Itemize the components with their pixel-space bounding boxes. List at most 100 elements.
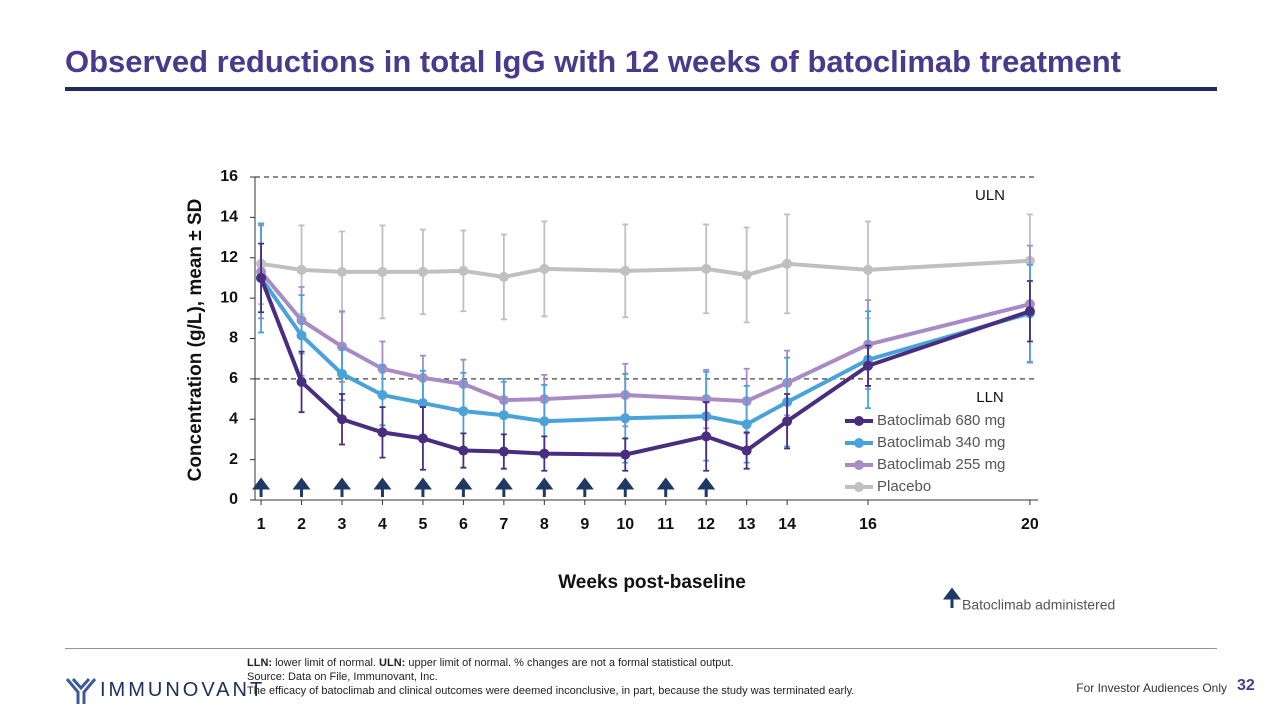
footnote-source: Source: Data on File, Immunovant, Inc. [247,671,438,683]
y-tick-label: 10 [220,289,238,306]
dosing-arrow [333,477,351,497]
data-point [417,398,428,409]
data-point [256,272,267,283]
y-tick-label: 2 [229,451,238,468]
dosing-arrow [454,477,473,497]
x-tick-label: 5 [418,516,427,533]
reference-label: LLN [976,389,1004,406]
data-point [498,446,509,457]
footnote-line: LLN: lower limit of normal. ULN: upper l… [247,656,854,670]
dosing-legend-label: Batoclimab administered [962,597,1115,613]
footnote-text: upper limit of normal. % changes are not… [408,657,734,669]
series-line [259,270,1031,404]
footnotes: LLN: lower limit of normal. ULN: upper l… [247,656,854,698]
disclaimer: For Investor Audiences Only [1076,681,1227,695]
data-point [377,390,388,401]
data-point [337,368,347,379]
footnote-term: LLN: [247,657,273,669]
dosing-arrow [616,477,635,497]
data-point [498,271,509,282]
series-line [259,276,1031,427]
x-tick-label: 20 [1021,516,1039,533]
dosing-arrow [413,477,432,497]
dosing-arrow [252,477,271,497]
data-point [620,265,631,276]
data-point [539,263,550,274]
logo: IMMUNOVANT [100,679,266,701]
dosing-arrow [697,477,716,497]
footer-rule [65,648,1217,649]
data-point [296,330,307,341]
data-point [296,264,307,275]
legend-label: Batoclimab 340 mg [877,434,1005,451]
data-point [539,448,550,459]
legend-label: Batoclimab 680 mg [877,412,1005,429]
dosing-arrow [292,477,311,497]
x-tick-label: 16 [859,516,877,533]
data-point [741,445,752,456]
x-tick-label: 4 [378,516,387,533]
dosing-legend-arrow [943,587,961,608]
data-point [458,406,469,417]
legend-swatch-marker [854,460,864,470]
reference-label: ULN [975,187,1005,204]
data-point [782,416,793,427]
legend-label: Placebo [877,478,931,495]
x-tick-label: 1 [257,516,266,533]
data-point [741,419,752,430]
x-tick-label: 12 [697,516,715,533]
series-line [260,258,1031,279]
x-tick-label: 2 [297,516,306,533]
data-point [417,266,428,277]
data-point [377,427,388,438]
dosing-arrow [575,477,594,497]
x-tick-label: 6 [459,516,468,533]
legend-label: Batoclimab 255 mg [877,456,1005,473]
data-point [337,266,347,277]
data-point [863,360,874,371]
data-point [337,414,347,425]
y-tick-label: 8 [229,330,238,347]
x-tick-label: 14 [778,516,796,533]
dosing-arrow [535,477,554,497]
dosing-arrow [656,477,675,497]
x-tick-label: 9 [580,516,589,533]
data-point [701,431,712,442]
data-point [620,449,631,460]
series-line [259,277,1031,457]
y-tick-label: 16 [220,168,238,185]
data-point [498,410,509,421]
footnote-note: The efficacy of batoclimab and clinical … [247,685,855,697]
y-axis-label: Concentration (g/L), mean ± SD [185,199,206,482]
data-point [782,258,793,269]
y-tick-label: 4 [229,410,238,427]
data-point [620,413,631,424]
page-number: 32 [1237,677,1255,694]
y-tick-label: 14 [220,209,238,226]
data-point [458,265,469,276]
data-point [863,264,874,275]
legend-swatch-marker [854,482,864,492]
x-axis-label: Weeks post-baseline [558,572,746,593]
chart: Concentration (g/L), mean ± SD Weeks pos… [185,168,1115,613]
y-tick-label: 12 [220,249,238,266]
x-tick-label: 13 [738,516,756,533]
data-point [701,263,712,274]
legend-swatch-marker [854,438,864,448]
x-tick-label: 3 [338,516,347,533]
data-point [539,416,550,427]
data-point [296,376,307,387]
y-tick-label: 0 [229,491,238,508]
x-tick-label: 11 [657,516,674,533]
x-tick-label: 8 [540,516,549,533]
data-point [1024,306,1035,317]
footnote-term: ULN: [379,657,406,669]
logo-icon [65,678,97,704]
data-point [377,266,388,277]
legend-swatch-marker [854,416,864,426]
data-point [458,445,469,456]
title-rule [65,87,1217,91]
x-tick-label: 7 [499,516,508,533]
x-tick-label: 10 [616,516,634,533]
